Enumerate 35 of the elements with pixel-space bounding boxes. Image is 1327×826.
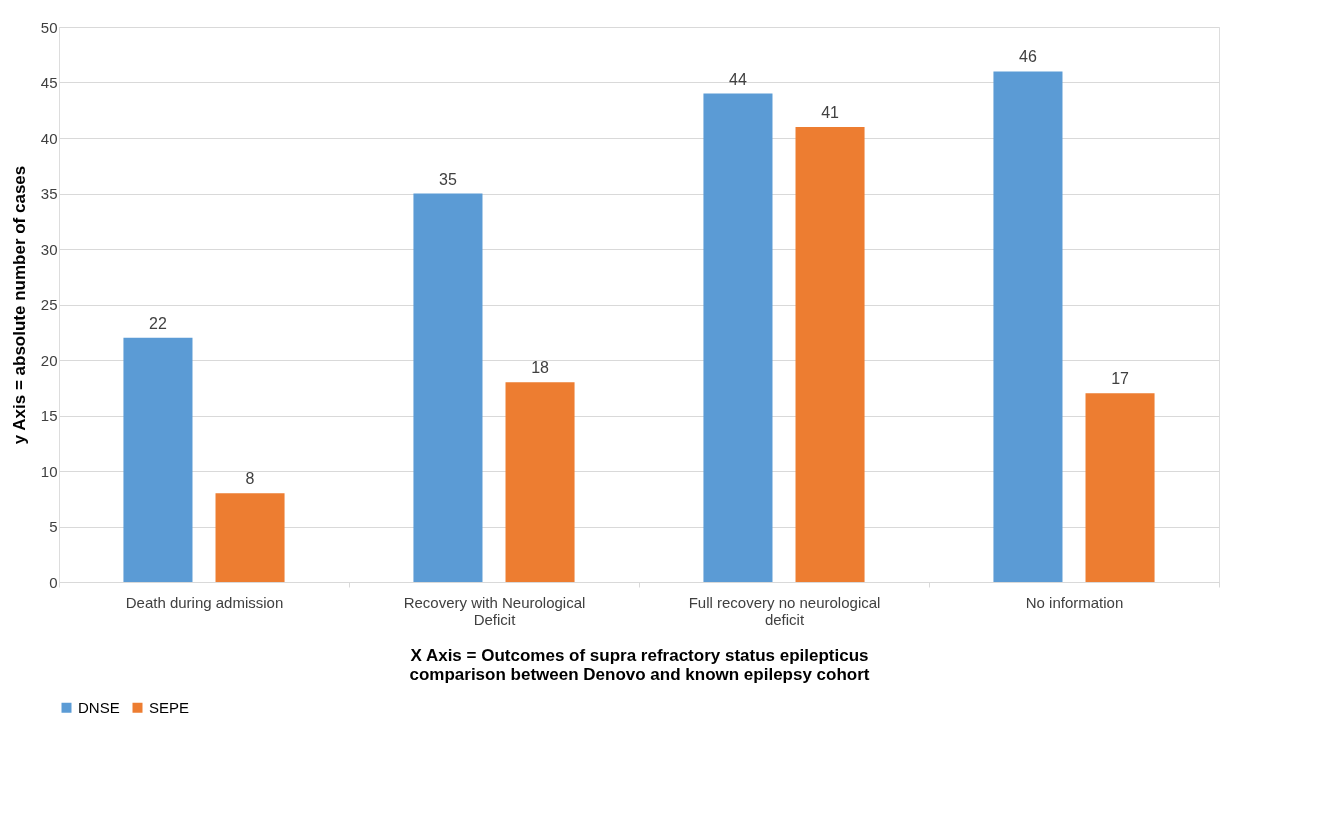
x-tick-label: Death during admission: [125, 593, 284, 611]
data-label: 41: [821, 103, 840, 121]
y-tick-label: 45: [40, 74, 58, 91]
bar: [505, 382, 575, 582]
bar: [215, 493, 285, 582]
bar: [703, 93, 773, 582]
bar: [795, 126, 865, 582]
y-axis-title: y Axis = absolute number of cases: [9, 165, 29, 445]
y-tick-label: 40: [40, 129, 58, 147]
x-tick-label: Recovery with Neurological Deficit: [403, 593, 586, 628]
y-tick-label: 25: [40, 296, 58, 313]
y-tick-label: 0: [49, 573, 58, 591]
data-label: 46: [1019, 48, 1037, 66]
bar: [993, 71, 1063, 582]
data-label: 22: [149, 314, 167, 332]
data-label: 18: [531, 359, 550, 377]
legend-label: SEPE: [149, 698, 190, 716]
data-label: 35: [439, 170, 457, 188]
y-tick-label: 20: [40, 351, 58, 369]
y-tick-label: 5: [49, 518, 58, 535]
data-label: 44: [729, 70, 747, 88]
data-label: 8: [245, 470, 255, 488]
bar: [413, 193, 483, 582]
x-tick-label: No information: [1025, 593, 1124, 611]
bar: [123, 337, 193, 582]
x-axis-title: X Axis = Outcomes of supra refractory status epilepticus comparison between Denovo and known epilepsy cohort: [409, 645, 870, 684]
bar: [1085, 393, 1155, 582]
legend-label: DNSE: [78, 698, 120, 716]
y-tick-label: 10: [40, 462, 58, 480]
y-tick-label: 50: [40, 18, 58, 36]
x-tick-label: Full recovery no neurological deficit: [688, 593, 881, 628]
y-tick-label: 15: [40, 407, 58, 424]
y-tick-label: 35: [40, 185, 58, 202]
data-label: 17: [1111, 370, 1130, 388]
y-tick-label: 30: [40, 240, 58, 258]
